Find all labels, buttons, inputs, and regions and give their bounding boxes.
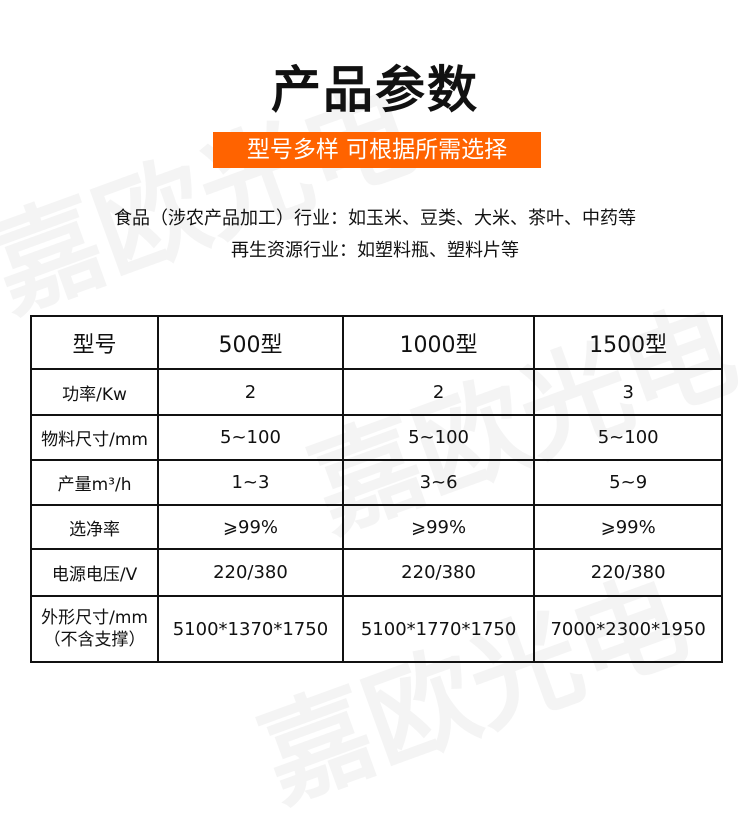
table-cell: 7000*2300*1950	[533, 595, 723, 663]
table-cell: 2	[341, 368, 536, 416]
table-row: 选净率 ⩾99% ⩾99% ⩾99%	[29, 504, 723, 550]
table-cell: ⩾99%	[533, 504, 723, 550]
table-cell: 2	[157, 368, 344, 416]
page-title: 产品参数	[271, 61, 479, 119]
table-cell: ⩾99%	[157, 504, 344, 550]
table-row: 产量m³/h 1~3 3~6 5~9	[29, 459, 723, 506]
table-row: 电源电压/V 220/380 220/380 220/380	[29, 548, 723, 597]
table-cell: ⩾99%	[341, 504, 536, 550]
table-cell: 5~100	[341, 414, 536, 461]
table-cell: 电源电压/V	[29, 548, 160, 597]
description-line: 再生资源行业：如塑料瓶、塑料片等	[231, 240, 519, 261]
table-cell: 3	[533, 368, 723, 416]
table-cell: 500型	[157, 315, 344, 370]
table-row: 外形尺寸/mm （不含支撑） 5100*1370*1750 5100*1770*17…	[29, 595, 723, 663]
table-cell: 5~9	[533, 459, 723, 506]
table-cell: 功率/Kw	[29, 368, 160, 416]
table-cell: 1500型	[533, 315, 723, 370]
table-header-row: 型号 500型 1000型 1500型	[29, 315, 723, 370]
spec-table: 型号 500型 1000型 1500型 功率/Kw 2 2 3 物料尺寸/mm 5~100 5~10…	[29, 315, 723, 663]
table-cell: 5~100	[157, 414, 344, 461]
table-row: 功率/Kw 2 2 3	[29, 368, 723, 416]
table-cell: 220/380	[341, 548, 536, 597]
table-cell: 5~100	[533, 414, 723, 461]
table-cell: 5100*1770*1750	[341, 595, 536, 663]
model-variety-badge: 型号多样 可根据所需选择	[213, 132, 541, 168]
table-cell: 3~6	[341, 459, 536, 506]
table-cell: 5100*1370*1750	[157, 595, 344, 663]
table-cell: 1~3	[157, 459, 344, 506]
table-cell: 产量m³/h	[29, 459, 160, 506]
table-cell: 型号	[29, 315, 160, 370]
table-cell: 外形尺寸/mm （不含支撑）	[29, 595, 160, 663]
table-cell: 220/380	[157, 548, 344, 597]
table-cell: 220/380	[533, 548, 723, 597]
description-line: 食品（涉农产品加工）行业：如玉米、豆类、大米、茶叶、中药等	[114, 208, 636, 229]
table-cell: 选净率	[29, 504, 160, 550]
table-row: 物料尺寸/mm 5~100 5~100 5~100	[29, 414, 723, 461]
table-cell: 物料尺寸/mm	[29, 414, 160, 461]
table-cell: 1000型	[341, 315, 536, 370]
